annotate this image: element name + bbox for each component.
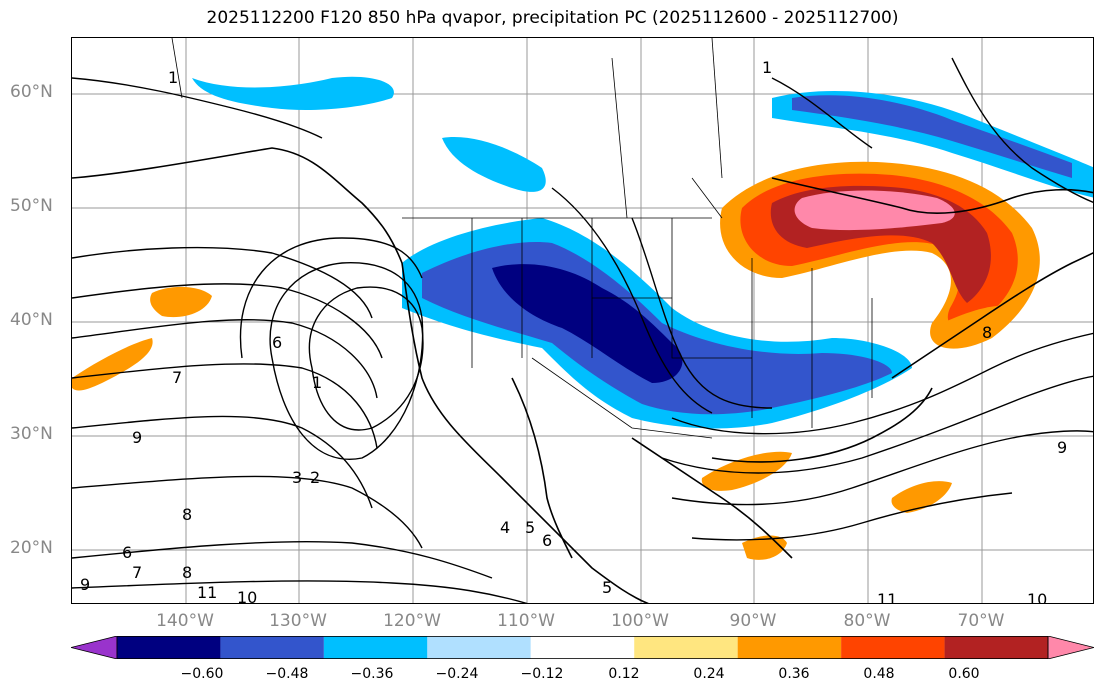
lat-label-50n: 50°N <box>10 196 53 216</box>
contour-label: 8 <box>982 323 992 342</box>
colorbar-tick: 0.36 <box>778 666 810 682</box>
contour-label: 8 <box>182 505 192 524</box>
colorbar <box>71 636 1094 659</box>
colorbar-tick: 0.24 <box>693 666 725 682</box>
contour-label: 9 <box>1057 438 1067 457</box>
lon-label-80w: 80°W <box>843 611 891 631</box>
contour-label: 7 <box>172 368 182 387</box>
colorbar-extend-min <box>71 636 118 659</box>
colorbar-outline <box>116 636 1049 659</box>
lat-label-60n: 60°N <box>10 82 53 102</box>
contour-label: 9 <box>80 575 90 594</box>
colorbar-extend-max <box>1047 636 1094 659</box>
contour-label: 10 <box>237 588 257 604</box>
lon-label-90w: 90°W <box>729 611 777 631</box>
map-title: 2025112200 F120 850 hPa qvapor, precipit… <box>206 8 899 28</box>
political-borders <box>171 38 873 439</box>
contour-label-group: 1 7 6 1 3 2 4 5 6 8 9 10 11 5 6 7 8 9 8 … <box>80 58 1067 604</box>
lon-label-120w: 120°W <box>383 611 441 631</box>
contour-label: 5 <box>525 518 535 537</box>
colorbar-segment <box>841 636 945 659</box>
contour-label: 9 <box>132 428 142 447</box>
negative-anomaly-region <box>192 76 1093 429</box>
lon-label-70w: 70°W <box>957 611 1005 631</box>
coastlines <box>72 147 1093 603</box>
lat-label-20n: 20°N <box>10 538 53 558</box>
colorbar-segment <box>737 636 842 659</box>
lon-label-100w: 100°W <box>611 611 669 631</box>
colorbar-segment <box>634 636 738 659</box>
contour-label: 1 <box>762 58 772 77</box>
colorbar-tick: −0.48 <box>265 666 309 682</box>
colorbar-segment <box>427 636 531 659</box>
colorbar-segment <box>220 636 324 659</box>
contour-label: 6 <box>542 531 552 550</box>
contour-label: 2 <box>310 468 320 487</box>
lon-label-110w: 110°W <box>497 611 555 631</box>
contour-label: 6 <box>272 333 282 352</box>
colorbar-tick: −0.24 <box>435 666 479 682</box>
contour-label: 4 <box>500 518 510 537</box>
lat-label-40n: 40°N <box>10 310 53 330</box>
colorbar-segment <box>323 636 428 659</box>
contour-label: 6 <box>122 543 132 562</box>
contour-label: 1 <box>312 373 322 392</box>
colorbar-tick: 0.48 <box>863 666 895 682</box>
lon-label-130w: 130°W <box>269 611 327 631</box>
qvapor-contours <box>72 57 1093 603</box>
contour-label: 1 <box>168 68 178 87</box>
contour-label: 7 <box>132 563 142 582</box>
contour-label: 11 <box>877 590 897 604</box>
colorbar-tick: −0.12 <box>520 666 564 682</box>
colorbar-segments <box>71 636 1094 659</box>
colorbar-tick: −0.60 <box>180 666 224 682</box>
contour-label: 10 <box>1027 590 1047 604</box>
contour-label: 8 <box>182 563 192 582</box>
contour-label: 3 <box>292 468 302 487</box>
map-canvas: 1 7 6 1 3 2 4 5 6 8 9 10 11 5 6 7 8 9 8 … <box>72 38 1093 604</box>
colorbar-tick: −0.36 <box>350 666 394 682</box>
colorbar-tick: 0.12 <box>608 666 640 682</box>
colorbar-segment <box>530 636 635 659</box>
lat-label-30n: 30°N <box>10 424 53 444</box>
colorbar-segment <box>944 636 1048 659</box>
colorbar-tick: 0.60 <box>948 666 980 682</box>
colorbar-segment <box>117 636 221 659</box>
lon-label-140w: 140°W <box>156 611 214 631</box>
contour-label: 5 <box>602 578 612 597</box>
map-panel: 1 7 6 1 3 2 4 5 6 8 9 10 11 5 6 7 8 9 8 … <box>71 37 1094 604</box>
contour-label: 11 <box>197 583 217 602</box>
